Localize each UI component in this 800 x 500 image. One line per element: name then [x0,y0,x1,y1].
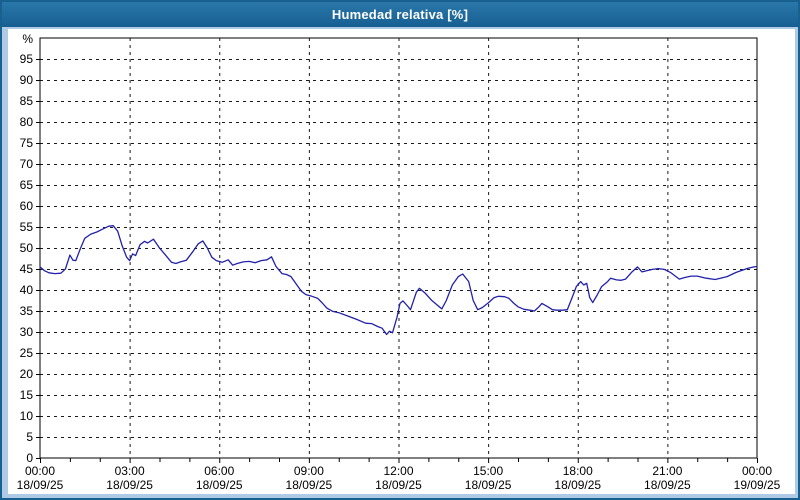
humidity-line-chart: 0 5 10 15 20 25 30 35 40 45 50 55 60 65 70 75 80 85 90 95% 0… [17,32,781,492]
y-tick-label: 35 [20,304,34,318]
y-tick-label: 45 [20,262,34,276]
y-tick-label: 90 [20,73,34,87]
x-tick-date-label: 18/09/25 [465,478,512,492]
y-tick-label: 70 [20,157,34,171]
y-tick-label: 55 [20,220,34,234]
chart-panel: 0 5 10 15 20 25 30 35 40 45 50 55 60 65 70 75 80 85 90 95% 0… [8,29,795,494]
x-tick-date-label: 18/09/25 [106,478,153,492]
y-tick-label: 65 [20,178,34,192]
y-tick-label: 95 [20,52,34,66]
y-tick-label: 75 [20,136,34,150]
x-tick-time-label: 15:00 [473,464,503,478]
humidity-series-line [39,225,758,336]
y-tick-label: 15 [20,388,34,402]
y-tick-label: 80 [20,115,34,129]
y-tick-label: 85 [20,94,34,108]
y-tick-label: 10 [20,409,34,423]
y-tick-label: 0 [26,451,33,465]
y-tick-label: 60 [20,199,34,213]
title-bar: Humedad relativa [%] [2,2,798,27]
x-tick-date-label: 18/09/25 [286,478,333,492]
y-tick-label: 30 [20,325,34,339]
y-tick-label: 40 [20,283,34,297]
x-tick-time-label: 03:00 [115,464,145,478]
x-tick-date-label: 18/09/25 [17,478,64,492]
x-tick-date-label: 19/09/25 [734,478,781,492]
x-tick-date-label: 18/09/25 [375,478,422,492]
x-tick-time-label: 18:00 [563,464,593,478]
x-tick-time-label: 12:00 [383,464,413,478]
y-tick-label: 20 [20,367,34,381]
x-tick-time-label: 06:00 [204,464,234,478]
x-tick-date-label: 18/09/25 [196,478,243,492]
y-tick-label: 5 [26,430,33,444]
chart-title: Humedad relativa [%] [331,7,469,22]
x-tick-time-label: 21:00 [652,464,682,478]
x-tick-time-label: 00:00 [742,464,772,478]
x-tick-time-label: 09:00 [294,464,324,478]
x-tick-time-label: 00:00 [25,464,55,478]
y-tick-label: 25 [20,346,34,360]
x-tick-date-label: 18/09/25 [554,478,601,492]
x-tick-date-label: 18/09/25 [644,478,691,492]
y-axis-unit-label: % [22,32,33,46]
y-tick-label: 50 [20,241,34,255]
